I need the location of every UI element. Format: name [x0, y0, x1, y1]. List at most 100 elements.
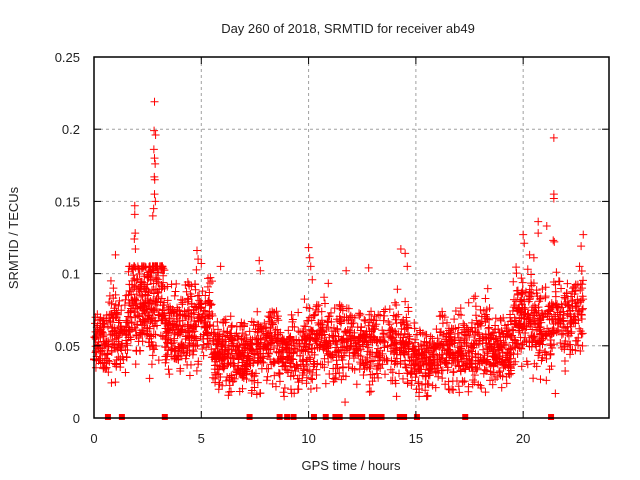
data-point	[268, 320, 277, 329]
data-point	[157, 264, 166, 273]
data-point-outlier	[197, 259, 206, 268]
data-point	[438, 353, 447, 362]
data-point	[231, 331, 240, 340]
data-point	[517, 274, 526, 283]
data-point	[563, 279, 572, 288]
data-point	[91, 333, 100, 342]
data-point	[291, 344, 300, 353]
data-point	[137, 321, 146, 330]
data-point	[122, 353, 131, 362]
data-point	[110, 341, 119, 350]
data-point-zero	[354, 414, 361, 420]
data-point	[250, 333, 259, 342]
data-point	[341, 327, 350, 336]
data-point	[229, 361, 238, 370]
data-point	[502, 324, 511, 333]
data-point-outlier	[131, 245, 140, 254]
data-point	[440, 313, 449, 322]
data-point	[392, 392, 401, 401]
data-point	[275, 347, 284, 356]
data-point	[296, 328, 305, 337]
data-point	[407, 357, 416, 366]
data-point	[495, 366, 504, 375]
data-point	[504, 320, 513, 329]
data-point	[438, 366, 447, 375]
data-point	[330, 304, 339, 313]
data-point	[461, 330, 470, 339]
data-point-zero	[276, 414, 283, 420]
data-point	[411, 360, 420, 369]
data-point	[565, 350, 574, 359]
data-point	[426, 352, 435, 361]
data-point	[183, 327, 192, 336]
data-point	[275, 370, 284, 379]
data-point	[241, 330, 250, 339]
data-point	[520, 338, 529, 347]
data-point	[508, 325, 517, 334]
data-point	[536, 375, 545, 384]
data-point	[406, 370, 415, 379]
data-point-zero	[548, 414, 555, 420]
data-point	[163, 296, 172, 305]
data-point	[303, 366, 312, 375]
data-point	[189, 347, 198, 356]
data-point	[276, 328, 285, 337]
data-point-outlier	[550, 237, 559, 246]
data-point	[486, 376, 495, 385]
data-point	[574, 341, 583, 350]
data-point-outlier	[549, 133, 558, 142]
data-point	[578, 341, 587, 350]
data-point	[329, 323, 338, 332]
data-point	[229, 342, 238, 351]
data-point	[450, 315, 459, 324]
data-point	[201, 291, 210, 300]
data-point	[129, 301, 138, 310]
data-point	[397, 324, 406, 333]
data-point	[571, 315, 580, 324]
data-point-outlier	[454, 382, 463, 391]
data-point	[425, 369, 434, 378]
y-tick-label: 0.2	[62, 122, 80, 137]
data-point-outlier	[151, 159, 160, 168]
data-point	[302, 373, 311, 382]
data-point	[108, 335, 117, 344]
data-point	[535, 325, 544, 334]
data-point	[165, 314, 174, 323]
data-point	[444, 326, 453, 335]
data-point-outlier	[151, 130, 160, 139]
data-point	[212, 353, 221, 362]
data-point	[458, 378, 467, 387]
axis-ticks	[93, 56, 609, 419]
data-point	[399, 374, 407, 383]
data-point	[414, 377, 423, 386]
data-point	[249, 359, 258, 368]
data-point	[189, 308, 198, 317]
x-tick-labels: 0 5 10 15 20	[90, 431, 530, 446]
data-point-outlier	[149, 145, 158, 154]
data-point	[512, 269, 521, 278]
data-point	[154, 293, 163, 302]
data-point	[567, 327, 576, 336]
data-point	[567, 292, 576, 301]
data-point	[345, 313, 354, 322]
data-point	[441, 358, 450, 367]
data-point	[251, 369, 260, 378]
data-point	[253, 340, 262, 349]
data-point	[471, 336, 480, 345]
data-point	[138, 337, 147, 346]
data-point	[219, 363, 228, 372]
data-point	[389, 311, 398, 320]
data-point	[167, 280, 176, 289]
data-point	[487, 342, 496, 351]
data-point	[143, 327, 152, 336]
data-point	[519, 310, 528, 319]
data-point	[188, 350, 197, 359]
data-point	[247, 386, 256, 395]
data-point	[540, 348, 549, 357]
data-point	[226, 312, 235, 321]
data-point	[470, 330, 479, 339]
data-point	[551, 292, 560, 301]
data-point	[541, 293, 550, 302]
data-point	[461, 364, 470, 373]
data-point	[502, 372, 511, 381]
